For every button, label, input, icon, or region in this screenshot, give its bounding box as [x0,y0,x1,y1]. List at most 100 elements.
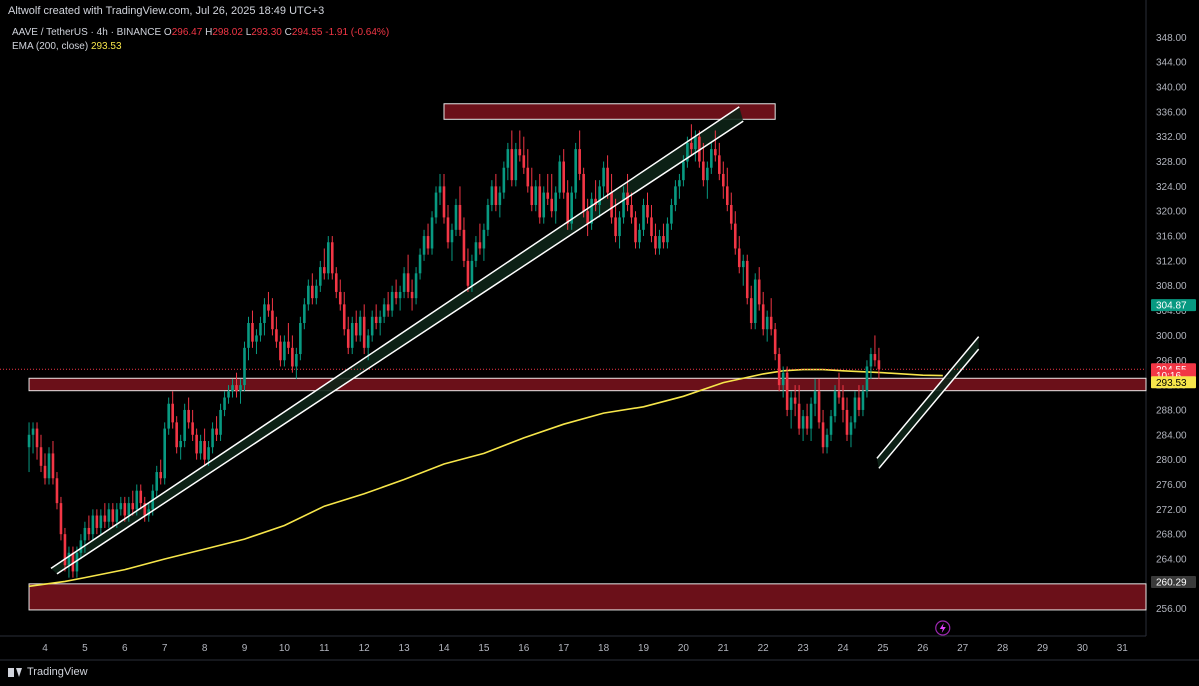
candle-body[interactable] [338,291,342,305]
candle-body[interactable] [311,285,314,299]
candle-body[interactable] [650,217,653,237]
candle-body[interactable] [634,217,637,243]
candle-body[interactable] [103,515,107,522]
candle-body[interactable] [745,260,749,299]
candle-body[interactable] [753,279,757,323]
candle-body[interactable] [135,490,139,510]
candle-body[interactable] [362,316,366,348]
candle-body[interactable] [702,161,705,181]
candle-body[interactable] [295,354,298,367]
candle-body[interactable] [474,242,478,261]
candle-body[interactable] [406,273,410,292]
candle-body[interactable] [646,205,649,218]
candle-body[interactable] [251,323,254,342]
candle-body[interactable] [574,149,577,193]
candle-body[interactable] [833,391,837,417]
candle-body[interactable] [342,304,346,330]
candle-body[interactable] [622,192,625,218]
candle-body[interactable] [522,155,526,168]
supply-demand-zone[interactable] [443,103,776,120]
candle-body[interactable] [610,192,613,218]
candle-body[interactable] [159,472,163,479]
candle-body[interactable] [749,298,753,323]
trendline[interactable] [876,336,980,459]
candle-body[interactable] [239,385,242,392]
candle-body[interactable] [486,205,490,230]
candle-body[interactable] [47,453,51,479]
candle-body[interactable] [845,409,849,435]
candle-body[interactable] [35,428,39,448]
candle-body[interactable] [710,149,713,168]
candle-body[interactable] [386,304,390,311]
candle-body[interactable] [630,205,633,218]
candle-body[interactable] [267,304,270,311]
candle-body[interactable] [394,291,398,299]
candle-body[interactable] [654,236,657,249]
candle-body[interactable] [490,186,494,205]
candle-body[interactable] [662,236,665,243]
candle-body[interactable] [402,273,406,292]
candle-body[interactable] [841,397,845,410]
candle-body[interactable] [598,186,601,205]
candle-body[interactable] [211,428,214,448]
candle-body[interactable] [658,236,661,249]
candle-body[interactable] [450,229,454,243]
candle-body[interactable] [219,409,222,435]
candle-body[interactable] [255,335,258,342]
candle-body[interactable] [187,409,190,423]
candle-body[interactable] [414,273,418,299]
candle-body[interactable] [857,397,861,410]
candle-body[interactable] [374,316,378,323]
candle-body[interactable] [346,329,350,348]
candle-body[interactable] [179,441,182,448]
candle-body[interactable] [426,236,430,249]
candle-body[interactable] [666,223,669,243]
candle-body[interactable] [462,229,466,261]
candle-body[interactable] [757,279,761,305]
candle-body[interactable] [518,149,522,156]
candle-body[interactable] [785,372,789,410]
candle-body[interactable] [370,316,374,336]
candle-body[interactable] [319,267,322,286]
candle-body[interactable] [127,503,131,516]
candle-body[interactable] [446,217,450,243]
candle-body[interactable] [781,372,785,386]
candle-body[interactable] [526,167,530,187]
candle-body[interactable] [478,242,482,249]
candle-body[interactable] [191,422,194,435]
candle-body[interactable] [674,186,677,205]
candle-body[interactable] [869,354,873,367]
candle-body[interactable] [43,465,47,479]
candle-body[interactable] [235,385,238,392]
candle-body[interactable] [67,552,71,566]
candle-body[interactable] [514,149,518,181]
candle-body[interactable] [638,229,641,243]
candle-body[interactable] [207,447,210,460]
candle-body[interactable] [554,192,558,212]
candle-body[interactable] [853,397,857,423]
candle-body[interactable] [542,192,546,218]
candle-body[interactable] [91,515,95,535]
candle-body[interactable] [75,552,79,572]
candle-body[interactable] [243,347,246,386]
candle-body[interactable] [737,248,741,268]
candle-body[interactable] [163,428,166,479]
candle-body[interactable] [602,167,605,187]
candle-body[interactable] [63,534,67,566]
candle-body[interactable] [111,509,115,522]
trendline[interactable] [878,348,980,469]
candle-body[interactable] [877,360,881,370]
candle-body[interactable] [410,291,414,299]
candle-body[interactable] [690,142,693,150]
candle-body[interactable] [825,434,829,448]
candle-body[interactable] [438,186,442,193]
candle-body[interactable] [358,316,362,336]
candle-body[interactable] [398,291,402,299]
candle-body[interactable] [458,205,462,230]
candle-body[interactable] [682,161,685,181]
candle-body[interactable] [422,236,426,255]
candle-body[interactable] [793,397,797,404]
candle-body[interactable] [582,173,585,212]
candle-body[interactable] [107,509,111,522]
candle-body[interactable] [686,142,689,162]
